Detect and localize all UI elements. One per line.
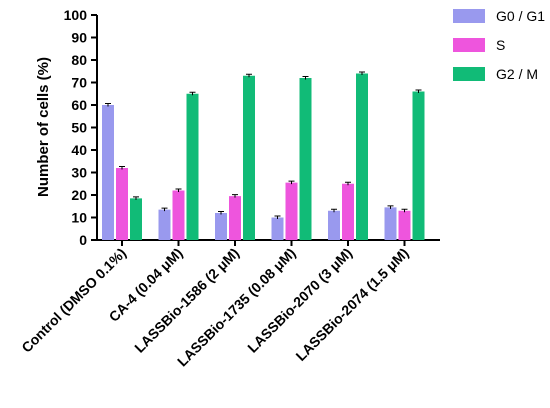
y-tick-label: 80 [71,52,87,68]
y-tick-label: 30 [71,165,87,181]
y-tick-label: 40 [71,142,87,158]
bar [229,196,241,240]
x-tick-label: LASSBio-1735 (0.08 μM) [174,245,299,370]
x-tick-label: LASSBio-2070 (3 μM) [244,245,355,356]
y-axis-label: Number of cells (%) [35,57,52,197]
y-tick-label: 0 [79,232,87,248]
legend-label: G0 / G1 [496,8,545,24]
legend-label: G2 / M [496,66,538,82]
bar [412,91,425,240]
legend-swatch [453,67,485,81]
y-tick-label: 90 [71,30,87,46]
bar [158,209,171,240]
bar [130,198,142,240]
y-tick-label: 60 [71,97,87,113]
bar [243,75,255,240]
legend: G0 / G1 S G2 / M [453,8,545,82]
bar [116,168,128,240]
bar [215,213,227,240]
x-tick-label: LASSBio-1586 (2 μM) [131,245,242,356]
bar [271,217,284,240]
legend-label: S [496,37,505,53]
bar [186,93,199,240]
y-tick-label: 70 [71,75,87,91]
x-tick-label: LASSBio-2074 (1.5 μM) [292,245,411,364]
bar [172,190,185,240]
y-tick-label: 20 [71,187,87,203]
bar [356,73,368,240]
legend-swatch [453,9,485,23]
bar [384,207,397,240]
bar [285,182,298,240]
bar [342,183,354,240]
y-tick-label: 100 [64,7,88,23]
bar [299,78,312,240]
legend-swatch [453,38,485,52]
bar [328,210,340,240]
y-tick-label: 10 [71,210,87,226]
axes: 0 10 20 30 40 50 60 70 80 90 100 Control (DMSO 0.1%… [18,7,440,369]
bar [398,210,411,240]
bars [102,71,425,240]
bar [102,105,114,240]
x-tick-label: Control (DMSO 0.1%) [18,245,129,356]
y-tick-label: 50 [71,120,87,136]
